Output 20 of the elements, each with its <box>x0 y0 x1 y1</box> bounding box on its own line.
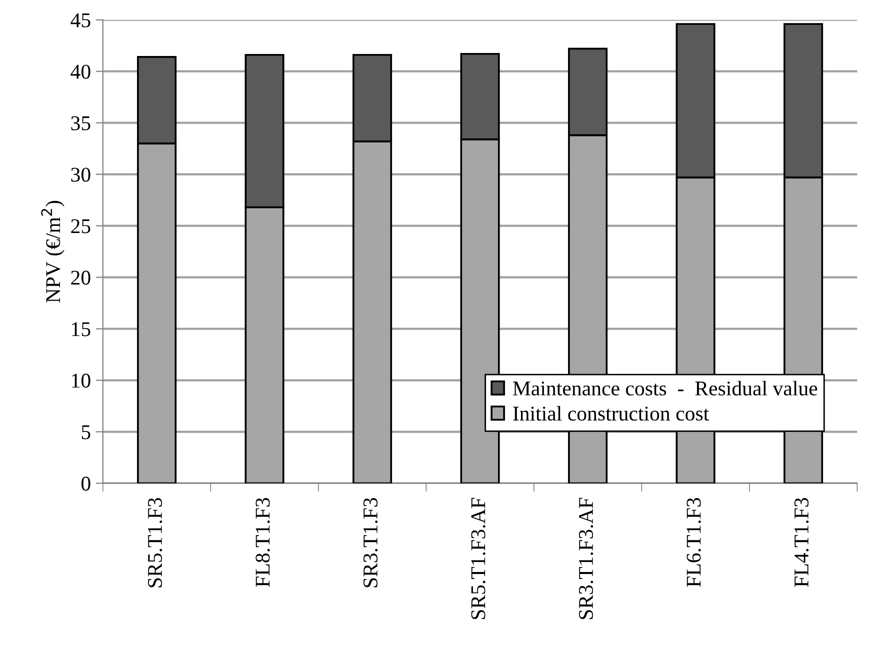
x-tick-label: SR3.T1.F3 <box>363 498 378 588</box>
legend-label: Initial construction cost <box>513 406 709 421</box>
y-tick-label: 20 <box>71 270 90 285</box>
x-tick-label: FL8.T1.F3 <box>256 498 270 587</box>
y-tick-label: 25 <box>71 219 90 234</box>
y-tick-label: 15 <box>72 322 90 336</box>
y-tick-label: 0 <box>81 476 90 491</box>
y-tick-label: 45 <box>70 13 90 28</box>
y-axis-title: NPV (€/m$^{2}$) <box>41 200 64 303</box>
x-tick-label: FL6.T1.F3 <box>686 498 701 587</box>
x-tick-label: SR5.T1.F3.AF <box>471 498 486 620</box>
y-tick-label: 10 <box>72 374 90 388</box>
y-tick-label: 35 <box>71 116 90 130</box>
x-tick-label: SR3.T1.F3.AF <box>579 498 594 620</box>
legend-label: Maintenance costs - Residual value <box>513 380 818 396</box>
y-tick-label: 30 <box>71 168 90 182</box>
y-tick-label: 5 <box>82 425 90 440</box>
y-tick-label: 40 <box>70 64 90 79</box>
x-tick-label: SR5.T1.F3 <box>148 498 162 588</box>
x-tick-label: FL4.T1.F3 <box>794 498 809 587</box>
